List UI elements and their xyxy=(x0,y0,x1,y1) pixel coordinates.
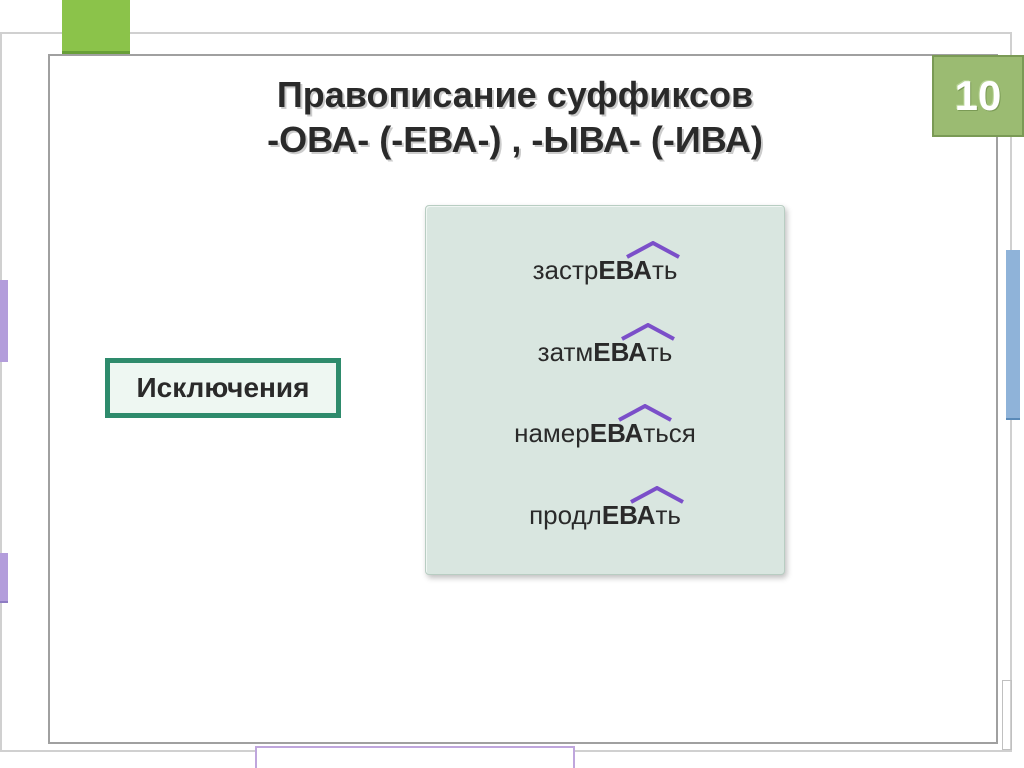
bottom-frame-accent xyxy=(255,746,575,768)
page-number: 10 xyxy=(955,72,1002,120)
word-row: затмЕВАть xyxy=(538,337,673,368)
word-suffix: ЕВА xyxy=(593,337,647,367)
word-row: продлЕВАть xyxy=(529,500,681,531)
page-number-badge: 10 xyxy=(932,55,1024,137)
word-ending: ть xyxy=(655,500,680,530)
word-ending: ть xyxy=(652,255,677,285)
word-suffix: ЕВА xyxy=(602,500,656,530)
word-row: застрЕВАть xyxy=(533,255,678,286)
word-ending: ться xyxy=(643,418,696,448)
word-row: намерЕВАться xyxy=(514,418,696,449)
word-prefix: продл xyxy=(529,500,602,530)
word-ending: ть xyxy=(647,337,672,367)
word-suffix: ЕВА xyxy=(598,255,652,285)
exceptions-label-text: Исключения xyxy=(137,372,310,404)
right-bottom-accent xyxy=(1002,680,1012,750)
slide-title: Правописание суффиксов -ОВА- (-ЕВА-) , -… xyxy=(135,72,895,162)
word-prefix: намер xyxy=(514,418,590,448)
right-blue-accent xyxy=(1006,250,1020,420)
exceptions-label: Исключения xyxy=(105,358,341,418)
word-suffix: ЕВА xyxy=(590,418,644,448)
exceptions-panel: застрЕВАть затмЕВАть намерЕВАться продлЕ… xyxy=(425,205,785,575)
top-green-accent xyxy=(62,0,130,54)
bottom-left-purple-accent xyxy=(0,553,8,603)
left-purple-accent xyxy=(0,280,8,362)
title-line-2: -ОВА- (-ЕВА-) , -ЫВА- (-ИВА) xyxy=(135,117,895,162)
title-line-1: Правописание суффиксов xyxy=(135,72,895,117)
word-prefix: затм xyxy=(538,337,594,367)
word-prefix: застр xyxy=(533,255,599,285)
